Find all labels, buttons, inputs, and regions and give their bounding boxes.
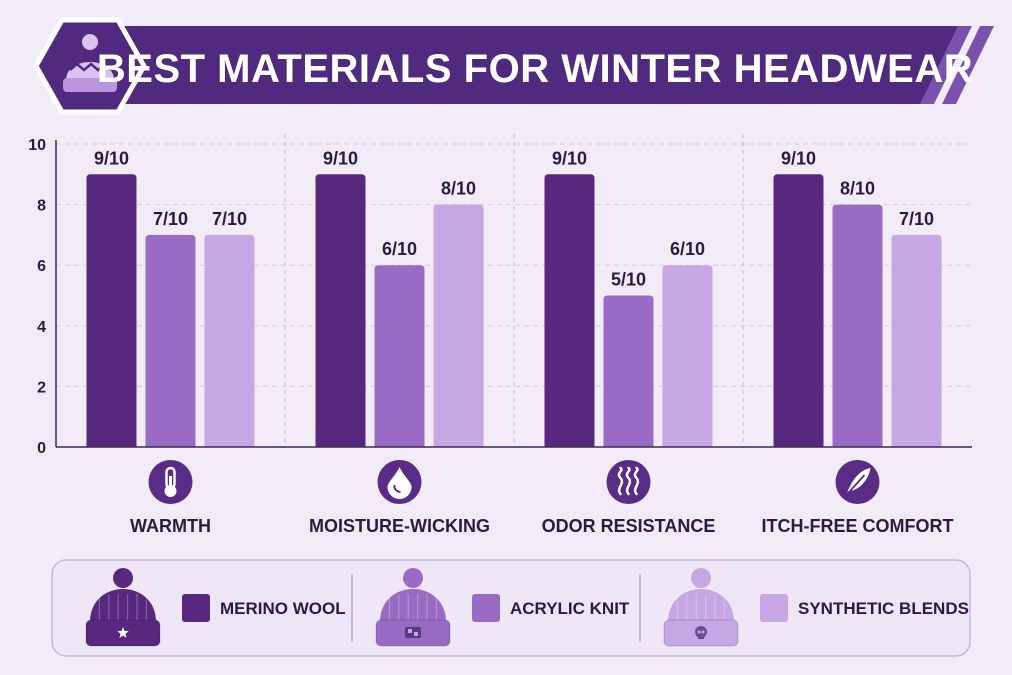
category-labels: WARMTH MOISTURE-WICKING ODOR RESISTANCE ITC… [130, 516, 953, 536]
data-label: 9/10 [323, 148, 358, 168]
droplet-icon [377, 460, 422, 504]
legend-item: SYNTHETIC BLENDS [663, 568, 969, 647]
data-label: 9/10 [781, 148, 816, 168]
legend-swatch [182, 594, 210, 622]
legend-label: SYNTHETIC BLENDS [798, 599, 969, 618]
data-label: 9/10 [552, 148, 587, 168]
banner-stripe [942, 26, 994, 104]
chart-title: BEST MATERIALS FOR WINTER HEADWEAR [97, 47, 973, 91]
y-tick-label: 4 [37, 319, 46, 336]
bars [86, 174, 942, 448]
data-labels: 9/10 7/10 7/10 9/10 6/10 8/10 9/10 5/10 6/10 9/10… [94, 148, 934, 289]
data-label: 9/10 [94, 148, 129, 168]
bar-acrylic-knit-itch-free-comfort [832, 204, 883, 447]
data-label: 7/10 [153, 209, 188, 229]
bar-synthetic-blends-itch-free-comfort [891, 234, 942, 447]
thermometer-icon [148, 460, 193, 504]
y-tick-label: 0 [37, 440, 46, 457]
beanie-patch-icon [375, 568, 451, 647]
feather-icon [835, 460, 880, 504]
data-label: 7/10 [212, 209, 247, 229]
y-tick-label: 2 [37, 379, 46, 396]
legend-swatch [760, 594, 788, 622]
beanie-skull-icon [663, 568, 739, 647]
category-label: MOISTURE-WICKING [309, 516, 490, 536]
legend: MERINO WOOL ACRYLIC KNIT SYNTHETIC BLENDS [51, 559, 971, 657]
bar-merino-wool-itch-free-comfort [773, 174, 824, 448]
data-label: 7/10 [899, 209, 934, 229]
bar-synthetic-blends-odor-resistance [662, 265, 713, 447]
data-label: 8/10 [840, 179, 875, 199]
category-label: ITCH-FREE COMFORT [762, 516, 954, 536]
title-banner: BEST MATERIALS FOR WINTER HEADWEAR [33, 17, 994, 115]
banner-shape [100, 26, 968, 104]
legend-item: ACRYLIC KNIT [375, 568, 630, 647]
bar-merino-wool-warmth [86, 174, 137, 448]
y-tick-label: 8 [37, 198, 46, 215]
heat-waves-icon [606, 460, 651, 504]
bar-synthetic-blends-moisture-wicking [433, 204, 484, 447]
legend-swatch [472, 594, 500, 622]
bar-synthetic-blends-warmth [204, 234, 255, 447]
data-label: 6/10 [670, 239, 705, 259]
banner-stripe [920, 26, 972, 104]
bar-acrylic-knit-moisture-wicking [374, 265, 425, 447]
y-axis: 0 2 4 6 8 10 [28, 137, 57, 457]
bar-merino-wool-odor-resistance [544, 174, 595, 448]
category-icons [148, 460, 880, 504]
y-tick-label: 10 [28, 137, 46, 154]
bar-acrylic-knit-warmth [145, 234, 196, 447]
beanie-badge-icon [63, 34, 117, 92]
data-label: 5/10 [611, 270, 646, 290]
bar-merino-wool-moisture-wicking [315, 174, 366, 448]
legend-item: MERINO WOOL [85, 568, 346, 647]
data-label: 8/10 [441, 179, 476, 199]
legend-label: MERINO WOOL [220, 599, 346, 618]
legend-box [51, 559, 971, 657]
legend-label: ACRYLIC KNIT [510, 599, 630, 618]
category-label: ODOR RESISTANCE [542, 516, 716, 536]
beanie-star-icon [85, 568, 161, 647]
category-label: WARMTH [130, 516, 211, 536]
y-tick-label: 6 [37, 258, 46, 275]
bar-acrylic-knit-odor-resistance [603, 295, 654, 447]
data-label: 6/10 [382, 239, 417, 259]
